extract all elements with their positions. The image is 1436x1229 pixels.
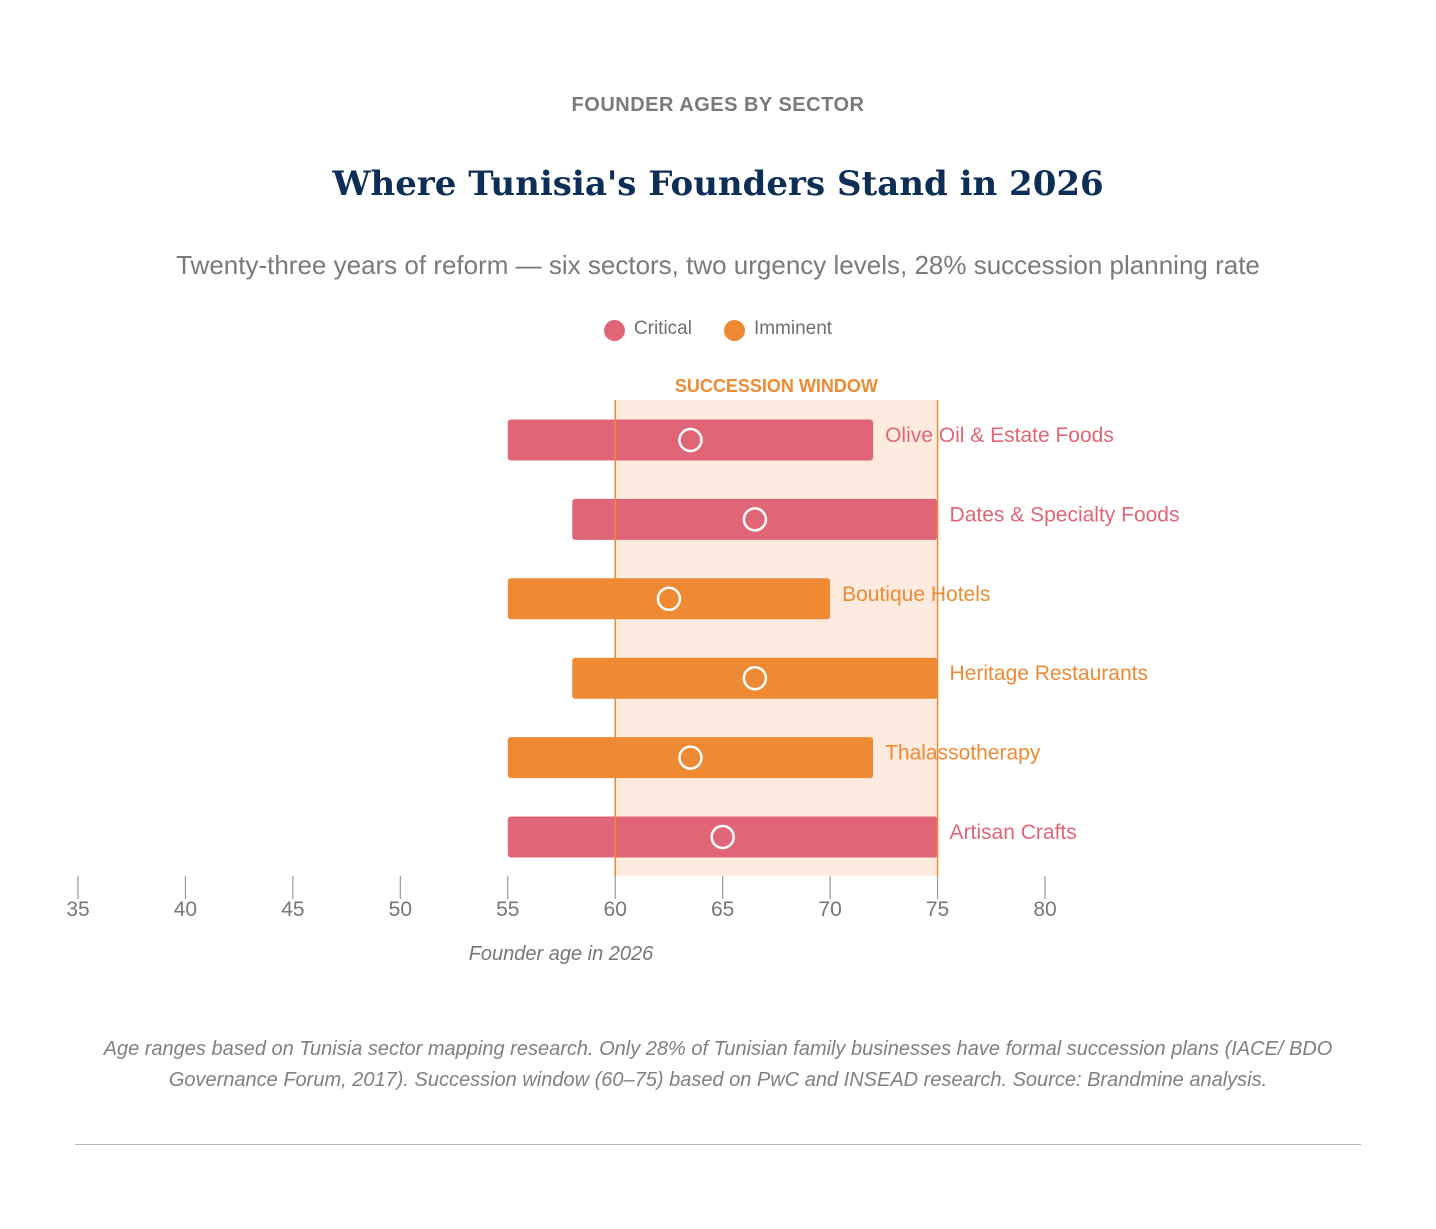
legend-swatch-critical — [603, 320, 625, 341]
succession-window-band — [615, 400, 938, 876]
x-axis-title: Founder age in 2026 — [469, 943, 654, 965]
chart-title: Where Tunisia's Founders Stand in 2026 — [332, 164, 1104, 204]
legend-label-imminent: Imminent — [753, 317, 833, 339]
x-tick-label: 35 — [66, 898, 89, 921]
range-bar — [507, 737, 874, 779]
range-bar — [507, 578, 831, 620]
bar-label: Olive Oil & Estate Foods — [885, 424, 1114, 447]
x-tick-label: 45 — [281, 898, 304, 921]
x-tick-label: 60 — [604, 898, 627, 921]
x-tick-label: 50 — [389, 898, 412, 921]
median-marker — [742, 665, 768, 691]
x-tick-label: 75 — [926, 898, 949, 921]
x-tick-label: 55 — [496, 898, 519, 921]
range-bar — [572, 498, 938, 540]
chart-subtitle: Twenty-three years of reform — six secto… — [176, 250, 1260, 280]
chart-eyebrow: FOUNDER AGES BY SECTOR — [571, 94, 865, 116]
bar-label: Thalassotherapy — [885, 742, 1041, 765]
range-bar — [572, 657, 938, 699]
bar-label: Boutique Hotels — [842, 583, 990, 606]
chart-footnote: Age ranges based on Tunisia sector mappi… — [103, 1038, 1333, 1091]
bar-label: Artisan Crafts — [950, 821, 1077, 844]
median-marker — [678, 427, 703, 453]
legend-item-critical: Critical — [603, 316, 692, 341]
legend-label-critical: Critical — [633, 317, 692, 339]
median-marker — [678, 745, 703, 770]
median-marker — [742, 507, 768, 532]
succession-window-label: SUCCESSION WINDOW — [675, 376, 878, 396]
x-tick-label: 40 — [174, 898, 197, 921]
median-marker — [656, 586, 682, 612]
x-tick-label: 65 — [711, 898, 734, 921]
bar-label: Heritage Restaurants — [950, 662, 1148, 685]
legend-item-imminent: Imminent — [723, 316, 833, 341]
range-bar — [507, 816, 938, 858]
legend-swatch-imminent — [723, 320, 745, 341]
range-bar — [507, 419, 874, 461]
x-tick-label: 70 — [818, 898, 841, 921]
median-marker — [710, 824, 735, 850]
chart-legend: Critical Imminent — [0, 316, 1436, 341]
x-tick-label: 80 — [1033, 898, 1056, 921]
footer-divider — [75, 1144, 1361, 1145]
range-bar-chart: SUCCESSION WINDOW Olive Oil & Estate Food… — [66, 376, 1180, 965]
bar-label: Dates & Specialty Foods — [950, 503, 1180, 526]
